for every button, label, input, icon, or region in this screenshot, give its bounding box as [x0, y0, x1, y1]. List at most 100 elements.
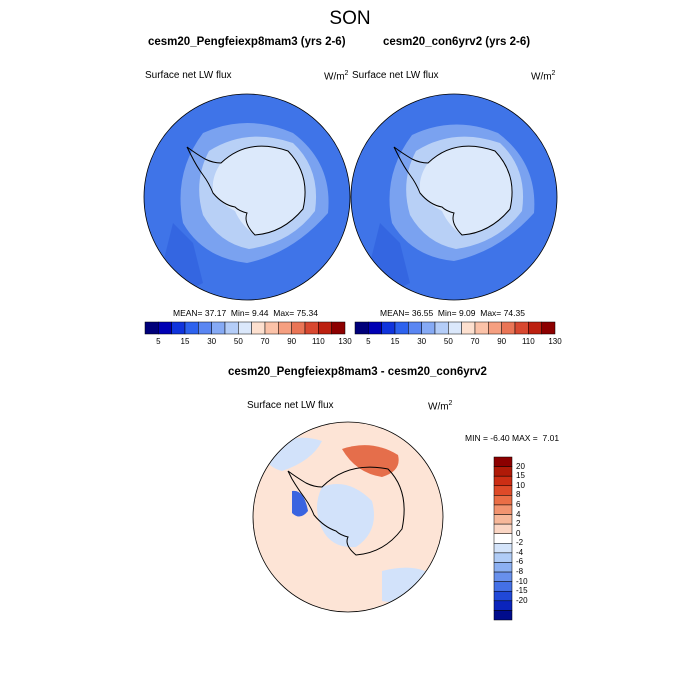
colorbar-swatch [291, 321, 306, 335]
diff-colorbar-ticks: 20 15 10 8 6 4 2 0 -2 -4 -6 -8 -10 -15 -20 [516, 457, 546, 620]
colorbar-swatch [493, 590, 513, 602]
left-polar-map [143, 93, 351, 301]
colorbar-swatch [493, 610, 513, 621]
colorbar-swatch [304, 321, 319, 335]
colorbar-swatch [171, 321, 186, 335]
antarctic-ice [419, 146, 513, 235]
colorbar-tick-label: 6 [516, 499, 521, 509]
diff-strong-cool-region [292, 490, 308, 517]
diff-cool-region [382, 567, 438, 603]
colorbar-swatch [493, 504, 513, 515]
colorbar-swatch [394, 321, 409, 335]
right-colorbar-ticks: 5 15 30 50 70 90 110 130 [355, 337, 562, 349]
right-polar-map [350, 93, 558, 301]
colorbar-tick-label: 50 [233, 337, 243, 346]
colorbar-swatch [158, 321, 172, 335]
colorbar-tick-label: 8 [516, 490, 521, 500]
colorbar-swatch [493, 600, 513, 611]
diff-warm-region [342, 445, 399, 477]
colorbar-tick-label: 110 [521, 337, 535, 346]
colorbar-tick-label: 15 [516, 471, 525, 481]
map-boundary [350, 93, 558, 301]
colorbar-swatch [251, 321, 266, 335]
colorbar-tick-label: 15 [180, 337, 190, 346]
colorbar-swatch [264, 321, 279, 335]
colorbar-tick-label: -15 [516, 586, 528, 596]
colorbar-swatch [278, 321, 292, 335]
colorbar-swatch [493, 581, 513, 592]
colorbar-tick-label: 130 [548, 337, 562, 346]
colorbar-tick-label: 30 [207, 337, 217, 346]
colorbar-swatch [493, 523, 513, 534]
colorbar-tick-label: 90 [287, 337, 297, 346]
right-panel-title: cesm20_con6yrv2 (yrs 2-6) [383, 36, 531, 48]
diff-units-label: W/m2 [428, 400, 453, 413]
colorbar-tick-label: 130 [338, 337, 352, 346]
colorbar-tick-label: 15 [390, 337, 400, 346]
colorbar-swatch [493, 475, 513, 487]
colorbar-tick-label: -4 [516, 547, 524, 557]
right-variable-label: Surface net LW flux [352, 70, 439, 81]
colorbar-swatch [331, 321, 346, 335]
colorbar-swatch [461, 321, 476, 335]
diff-variable-label: Surface net LW flux [247, 400, 334, 411]
colorbar-swatch [493, 533, 513, 544]
colorbar-swatch [493, 552, 513, 563]
colorbar-tick-label: 70 [260, 337, 270, 346]
diff-panel-title: cesm20_Pengfeiexp8mam3 - cesm20_con6yrv2 [228, 366, 487, 378]
colorbar-swatch [528, 321, 542, 335]
antarctica-coastline [393, 145, 513, 236]
colorbar-swatch [211, 321, 226, 335]
colorbar-swatch [354, 321, 369, 335]
colorbar-tick-label: 70 [470, 337, 480, 346]
colorbar-swatch [224, 321, 239, 335]
colorbar-swatch [488, 321, 502, 335]
diff-polar-map [252, 421, 444, 613]
right-units-label: W/m2 [531, 70, 556, 83]
right-colorbar [354, 321, 556, 335]
colorbar-swatch [493, 571, 513, 582]
colorbar-swatch [381, 321, 396, 335]
right-stats: MEAN= 36.55 Min= 9.09 Max= 74.35 [380, 308, 525, 318]
colorbar-tick-label: -6 [516, 557, 524, 567]
colorbar-tick-label: -20 [516, 595, 528, 605]
colorbar-tick-label: -10 [516, 576, 528, 586]
map-boundary [143, 93, 351, 301]
colorbar-tick-label: 5 [366, 337, 371, 346]
colorbar-tick-label: 50 [443, 337, 453, 346]
diff-colorbar [493, 456, 513, 621]
colorbar-tick-label: 20 [516, 461, 525, 471]
left-panel-title: cesm20_Pengfeiexp8mam3 (yrs 2-6) [148, 36, 346, 48]
colorbar-swatch [474, 321, 489, 335]
colorbar-swatch [184, 321, 199, 335]
colorbar-swatch [493, 543, 513, 554]
left-stats: MEAN= 37.17 Min= 9.44 Max= 75.34 [173, 308, 318, 318]
left-variable-label: Surface net LW flux [145, 70, 232, 81]
antarctic-ice [212, 146, 306, 235]
colorbar-swatch [434, 321, 449, 335]
colorbar-swatch [493, 456, 513, 467]
colorbar-swatch [541, 321, 556, 335]
colorbar-tick-label: 4 [516, 509, 521, 519]
left-colorbar [144, 321, 346, 335]
colorbar-tick-label: 30 [417, 337, 427, 346]
colorbar-swatch [421, 321, 436, 335]
diff-cool-region [317, 484, 374, 548]
colorbar-tick-label: -2 [516, 538, 524, 548]
colorbar-swatch [514, 321, 529, 335]
antarctica-coastline [186, 145, 306, 236]
colorbar-swatch [368, 321, 382, 335]
colorbar-tick-label: 2 [516, 519, 521, 529]
colorbar-swatch [448, 321, 462, 335]
colorbar-swatch [493, 466, 513, 477]
colorbar-swatch [318, 321, 332, 335]
colorbar-tick-label: -8 [516, 567, 524, 577]
colorbar-tick-label: 5 [156, 337, 161, 346]
colorbar-swatch [238, 321, 252, 335]
left-colorbar-ticks: 5 15 30 50 70 90 110 130 [145, 337, 352, 349]
colorbar-tick-label: 0 [516, 528, 521, 538]
colorbar-swatch [198, 321, 212, 335]
colorbar-swatch [144, 321, 159, 335]
colorbar-swatch [501, 321, 516, 335]
figure-title: SON [329, 8, 371, 29]
